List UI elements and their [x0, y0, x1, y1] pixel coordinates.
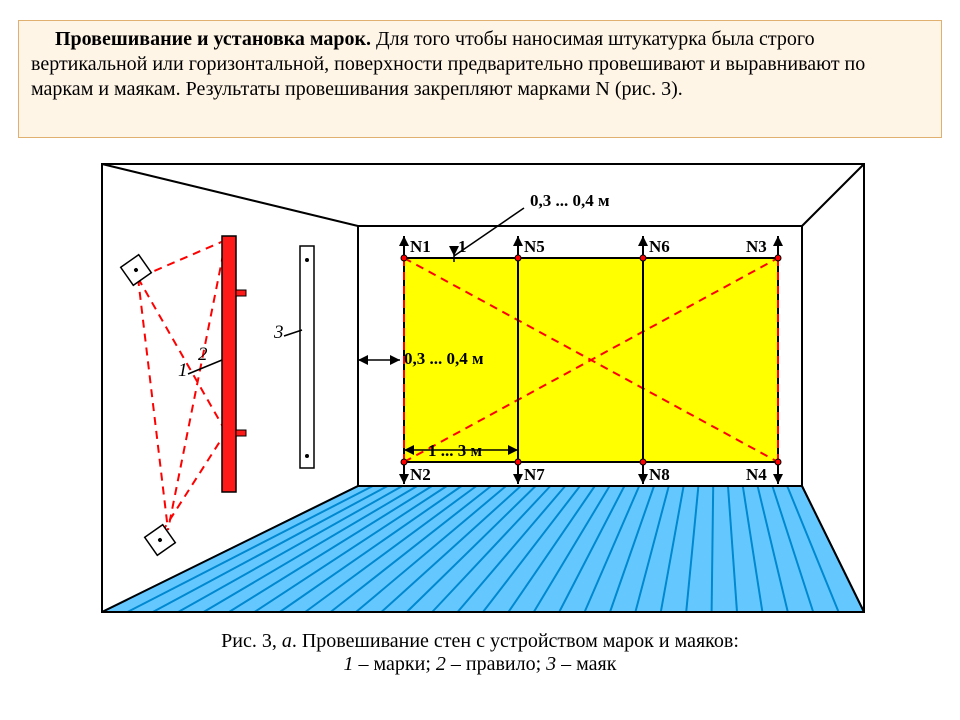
svg-text:N6: N6	[649, 237, 670, 256]
intro-title: Провешивание и установка марок.	[55, 28, 371, 50]
svg-text:N1: N1	[410, 237, 431, 256]
diagram-svg: N1 N5 N6 N3 N2 N7 N8 N4 0,3 ... 0,4 м 0,3 ... 0,4…	[98, 160, 868, 616]
figure-caption: Рис. 3, а. Провешивание стен с устройств…	[0, 630, 960, 676]
svg-text:N4: N4	[746, 465, 767, 484]
intro-text-box: Провешивание и установка марок. Для того…	[18, 20, 942, 138]
svg-text:1: 1	[458, 237, 467, 256]
svg-text:3: 3	[273, 322, 284, 343]
svg-text:N3: N3	[746, 237, 767, 256]
svg-text:2: 2	[198, 344, 208, 365]
caption-line-2: 1 – марки; 2 – правило; 3 – маяк	[0, 653, 960, 676]
svg-text:N8: N8	[649, 465, 670, 484]
figure-frame: N1 N5 N6 N3 N2 N7 N8 N4 0,3 ... 0,4 м 0,3 ... 0,4…	[98, 160, 868, 616]
svg-text:0,3 ... 0,4 м: 0,3 ... 0,4 м	[530, 191, 610, 210]
svg-text:0,3 ... 0,4 м: 0,3 ... 0,4 м	[404, 349, 484, 368]
svg-text:1: 1	[178, 360, 188, 381]
svg-text:1 ... 3 м: 1 ... 3 м	[428, 441, 483, 460]
svg-text:N5: N5	[524, 237, 545, 256]
svg-text:N7: N7	[524, 465, 545, 484]
svg-text:N2: N2	[410, 465, 431, 484]
caption-line-1: Рис. 3, а. Провешивание стен с устройств…	[0, 630, 960, 653]
